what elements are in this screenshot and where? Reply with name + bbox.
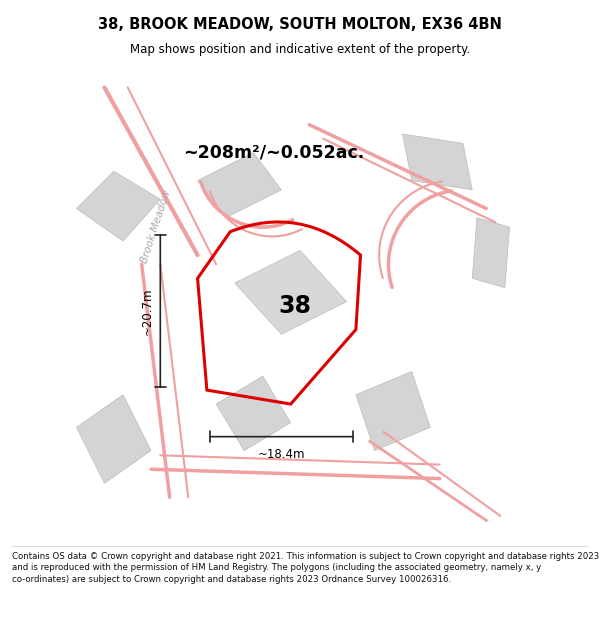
Polygon shape: [472, 217, 509, 288]
Polygon shape: [76, 395, 151, 483]
Text: ~208m²/~0.052ac.: ~208m²/~0.052ac.: [184, 144, 365, 162]
Polygon shape: [356, 371, 430, 451]
Text: ~20.7m: ~20.7m: [140, 288, 154, 335]
Text: Contains OS data © Crown copyright and database right 2021. This information is : Contains OS data © Crown copyright and d…: [12, 551, 599, 584]
Polygon shape: [403, 134, 472, 190]
Text: 38: 38: [279, 294, 312, 318]
Polygon shape: [76, 171, 160, 241]
Polygon shape: [235, 251, 347, 334]
Text: 38, BROOK MEADOW, SOUTH MOLTON, EX36 4BN: 38, BROOK MEADOW, SOUTH MOLTON, EX36 4BN: [98, 17, 502, 32]
Polygon shape: [216, 376, 290, 451]
Text: Brook Meadow: Brook Meadow: [139, 189, 172, 265]
Polygon shape: [197, 152, 281, 218]
Text: Map shows position and indicative extent of the property.: Map shows position and indicative extent…: [130, 43, 470, 56]
Text: ~18.4m: ~18.4m: [257, 448, 305, 461]
